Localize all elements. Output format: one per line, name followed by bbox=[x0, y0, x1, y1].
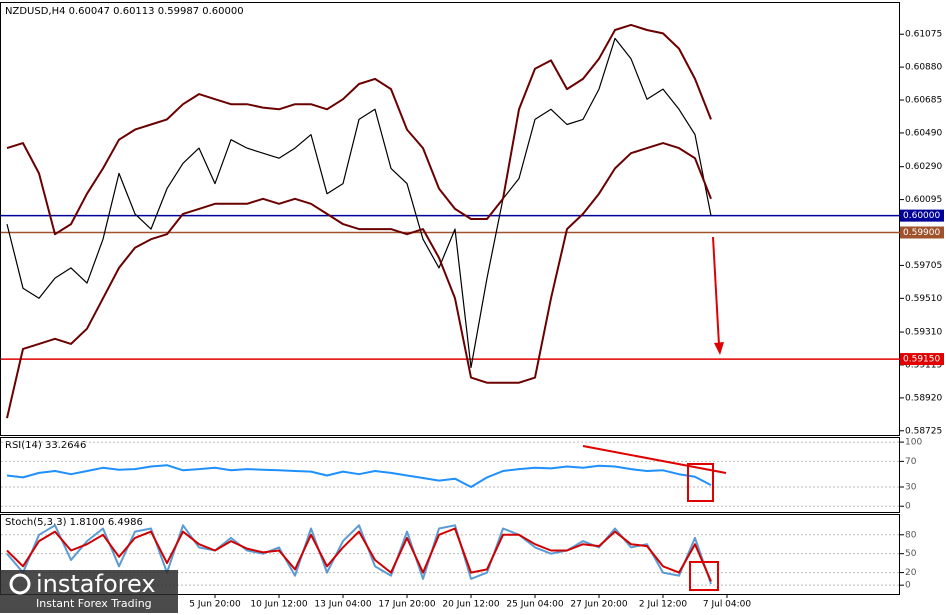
logo-tagline: Instant Forex Trading bbox=[36, 597, 152, 610]
annotations bbox=[582, 236, 727, 591]
stoch-panel bbox=[0, 514, 900, 595]
y-tick-label: 0.60490 bbox=[905, 128, 942, 138]
y-tick-label: 80 bbox=[905, 530, 917, 540]
y-tick-label: 0 bbox=[905, 502, 911, 512]
x-tick-label: 17 Jun 20:00 bbox=[378, 600, 435, 610]
series-line bbox=[6, 464, 712, 488]
series-line bbox=[6, 527, 712, 582]
panel-title: NZDUSD,H4 0.60047 0.60113 0.59987 0.6000… bbox=[5, 6, 244, 17]
x-tick-label: 13 Jun 04:00 bbox=[314, 600, 371, 610]
plot-layer: NZDUSD,H4 0.60047 0.60113 0.59987 0.6000… bbox=[1, 6, 944, 610]
y-tick-label: 0.60685 bbox=[905, 96, 942, 106]
y-tick-label: 70 bbox=[905, 457, 917, 467]
y-tick-label: 50 bbox=[905, 549, 917, 559]
y-tick-label: 0.59115 bbox=[905, 360, 942, 370]
level-label: 0.60000 bbox=[903, 211, 940, 221]
logo-icon bbox=[9, 573, 31, 595]
stoch-box bbox=[689, 561, 719, 591]
y-tick-label: 0.60290 bbox=[905, 162, 942, 172]
series-line bbox=[6, 23, 712, 236]
rsi-box bbox=[687, 463, 714, 502]
arrow-head bbox=[714, 342, 724, 355]
level-label: 0.59900 bbox=[903, 228, 940, 238]
watermark: instaforex Instant Forex Trading bbox=[0, 570, 178, 613]
level-marker bbox=[900, 353, 944, 366]
y-tick-label: 30 bbox=[905, 483, 917, 493]
y-tick-label: 20 bbox=[905, 568, 917, 578]
y-tick-label: 0.59510 bbox=[905, 294, 942, 304]
panel-frames bbox=[0, 2, 900, 595]
rsi-trend-line bbox=[582, 445, 727, 474]
series-line bbox=[6, 142, 712, 419]
x-tick-label: 10 Jun 12:00 bbox=[250, 600, 307, 610]
y-tick-label: 0.61075 bbox=[905, 30, 942, 40]
y-tick-label: 100 bbox=[905, 438, 922, 448]
series-line bbox=[6, 37, 712, 369]
y-tick-label: 0.59705 bbox=[905, 261, 942, 271]
watermark-bg bbox=[0, 570, 178, 613]
y-tick-label: 0.59310 bbox=[905, 328, 942, 338]
x-tick-label: 25 Jun 04:00 bbox=[506, 600, 563, 610]
y-tick-label: 0.58725 bbox=[905, 426, 942, 436]
panel-title: RSI(14) 33.2646 bbox=[5, 440, 86, 451]
x-tick-label: 27 Jun 20:00 bbox=[570, 600, 627, 610]
price-panel bbox=[0, 2, 900, 436]
panel-title: Stoch(5,3,3) 1.8100 6.4986 bbox=[5, 517, 143, 528]
y-tick-label: 0.58920 bbox=[905, 393, 942, 403]
y-tick-label: 0.60880 bbox=[905, 63, 942, 73]
level-marker bbox=[900, 209, 944, 222]
x-tick-label: 5 Jun 20:00 bbox=[189, 600, 241, 610]
x-tick-label: 20 Jun 12:00 bbox=[442, 600, 499, 610]
level-marker bbox=[900, 226, 944, 239]
rsi-panel bbox=[0, 437, 900, 513]
arrow-shaft bbox=[712, 236, 720, 346]
level-label: 0.59150 bbox=[903, 355, 940, 365]
x-tick-label: 2 Jul 12:00 bbox=[639, 600, 688, 610]
y-tick-label: 0.60095 bbox=[905, 195, 942, 205]
logo-name: instaforex bbox=[36, 570, 156, 598]
x-tick-label: 7 Jul 04:00 bbox=[703, 600, 752, 610]
y-tick-label: 0 bbox=[905, 581, 911, 591]
